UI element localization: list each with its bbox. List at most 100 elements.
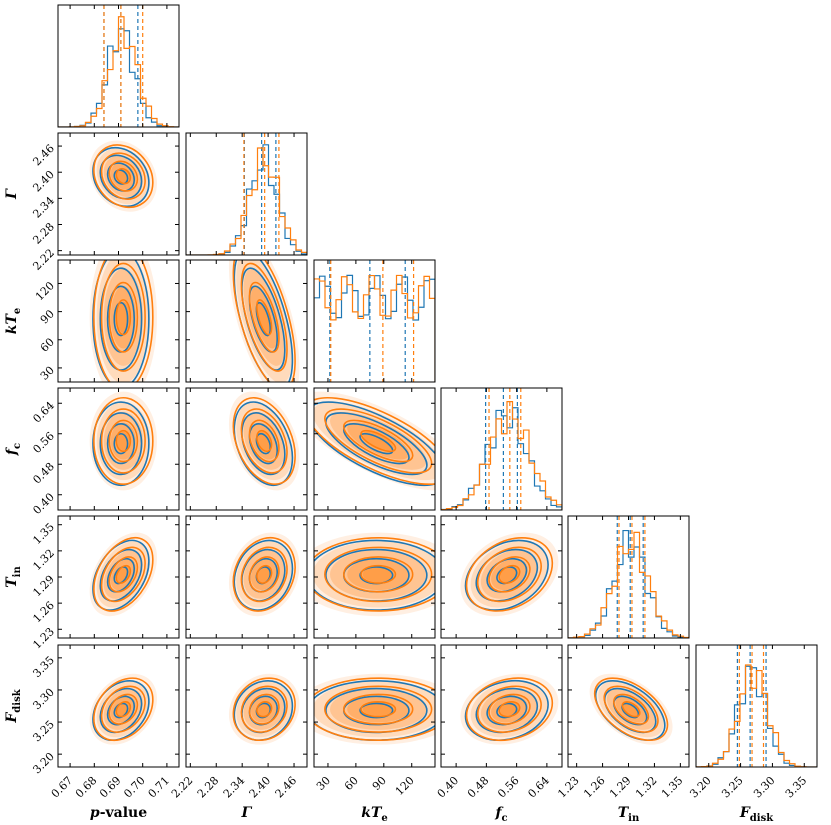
contour-series-1	[360, 701, 397, 718]
x-tick-label: 0.67	[49, 774, 76, 801]
x-tick-label: 30	[314, 774, 333, 793]
panel-frame	[440, 644, 563, 768]
contour-series-1	[476, 685, 542, 733]
contour-series-1	[256, 701, 273, 718]
contour-series-1	[108, 281, 139, 353]
contour-series-1	[93, 677, 154, 742]
y-tick-label: 120	[33, 279, 57, 303]
contour-series-1	[248, 556, 280, 593]
panel-frame	[185, 387, 308, 511]
x-tick-label: 0.40	[435, 774, 462, 801]
x-tick-label: 3.20	[687, 774, 714, 801]
panel-3-3	[440, 387, 563, 511]
x-tick-label: 0.71	[146, 774, 173, 801]
y-tick-label: 90	[38, 307, 57, 326]
x-tick-label: 120	[393, 774, 417, 798]
panel-3-0	[57, 387, 180, 511]
contour-series-0	[255, 432, 272, 455]
contour-series-1	[621, 701, 641, 718]
x-tick-label: 1.29	[607, 774, 634, 801]
x-axis-label-1: Γ	[241, 805, 253, 821]
density-fill	[243, 688, 285, 730]
contour-series-0	[106, 557, 136, 593]
histogram-series-1	[441, 400, 562, 510]
density-fill	[257, 702, 271, 716]
x-tick-label: 0.68	[73, 774, 100, 801]
contour-series-1	[240, 408, 288, 474]
y-tick-label: 3.30	[30, 686, 57, 713]
contour-series-1	[314, 677, 435, 742]
contour-series-1	[256, 564, 273, 584]
contour-series-1	[360, 564, 397, 584]
contour-series-1	[476, 546, 542, 603]
x-tick-label: 0.64	[525, 774, 552, 801]
contour-series-1	[115, 564, 132, 584]
contour-series-1	[115, 429, 132, 453]
y-axis-label-2: kTe	[4, 308, 23, 335]
contour-series-1	[488, 693, 531, 725]
y-tick-label: 3.25	[30, 718, 57, 745]
contour-series-1	[93, 144, 154, 209]
y-tick-label: 1.32	[30, 547, 57, 574]
contour-series-0	[325, 412, 428, 476]
x-tick-label: 1.23	[555, 774, 582, 801]
contour-series-1	[108, 160, 139, 192]
contour-series-1	[498, 701, 521, 718]
contour-series-1	[115, 299, 132, 336]
contour-series-0	[255, 301, 272, 337]
y-axis-label-3: fc	[4, 443, 23, 456]
panel-frame	[185, 259, 308, 383]
contour-series-1	[342, 556, 414, 593]
contour-series-1	[100, 152, 146, 200]
density-fill	[314, 541, 435, 608]
contour-series-1	[360, 429, 397, 453]
contour-series-1	[256, 299, 273, 336]
density-fill	[589, 673, 673, 745]
density-fill	[257, 431, 271, 451]
contour-series-1	[100, 546, 146, 603]
panel-frame	[185, 644, 308, 768]
contour-series-1	[100, 685, 146, 733]
contour-series-1	[232, 260, 296, 382]
x-axis-label-0: p-value	[90, 805, 147, 821]
contour-series-1	[488, 556, 531, 593]
density-fill	[257, 566, 271, 583]
y-tick-label: 0.64	[30, 399, 57, 426]
density-fill	[117, 169, 130, 183]
x-axis-label-3: fc	[494, 805, 507, 824]
density-fill	[243, 412, 285, 470]
contour-series-1	[324, 408, 433, 474]
contour-series-1	[93, 260, 154, 382]
panel-5-4	[567, 644, 690, 768]
y-tick-label: 2.46	[30, 142, 57, 169]
contour-series-1	[93, 396, 154, 486]
panel-frame	[695, 644, 818, 768]
density-fill	[330, 412, 427, 470]
panel-4-0	[57, 515, 180, 639]
x-tick-label: 90	[370, 774, 389, 793]
contour-series-1	[342, 693, 414, 725]
y-tick-label: 2.40	[30, 168, 57, 195]
panel-3-1	[185, 387, 308, 511]
density-fill	[470, 541, 549, 608]
y-tick-label: 60	[38, 336, 57, 355]
panel-frame	[440, 387, 563, 511]
density-fill	[89, 532, 158, 617]
histogram-series-0	[441, 407, 562, 510]
histogram-series-1	[568, 531, 689, 638]
density-fill	[236, 260, 293, 382]
contour-series-0	[113, 566, 129, 585]
contour-series-0	[99, 412, 143, 476]
contour-series-0	[233, 539, 294, 611]
contour-series-1	[465, 536, 554, 612]
contour-series-0	[359, 702, 394, 719]
x-axis-label-5: Fdisk	[739, 805, 774, 824]
density-fill	[243, 268, 285, 366]
density-fill	[103, 688, 143, 730]
contour-series-1	[256, 429, 273, 453]
contour-series-0	[113, 702, 129, 719]
y-tick-label: 1.29	[30, 573, 57, 600]
x-axis-label-4: Tin	[618, 805, 640, 824]
x-tick-label: 3.30	[751, 774, 778, 801]
